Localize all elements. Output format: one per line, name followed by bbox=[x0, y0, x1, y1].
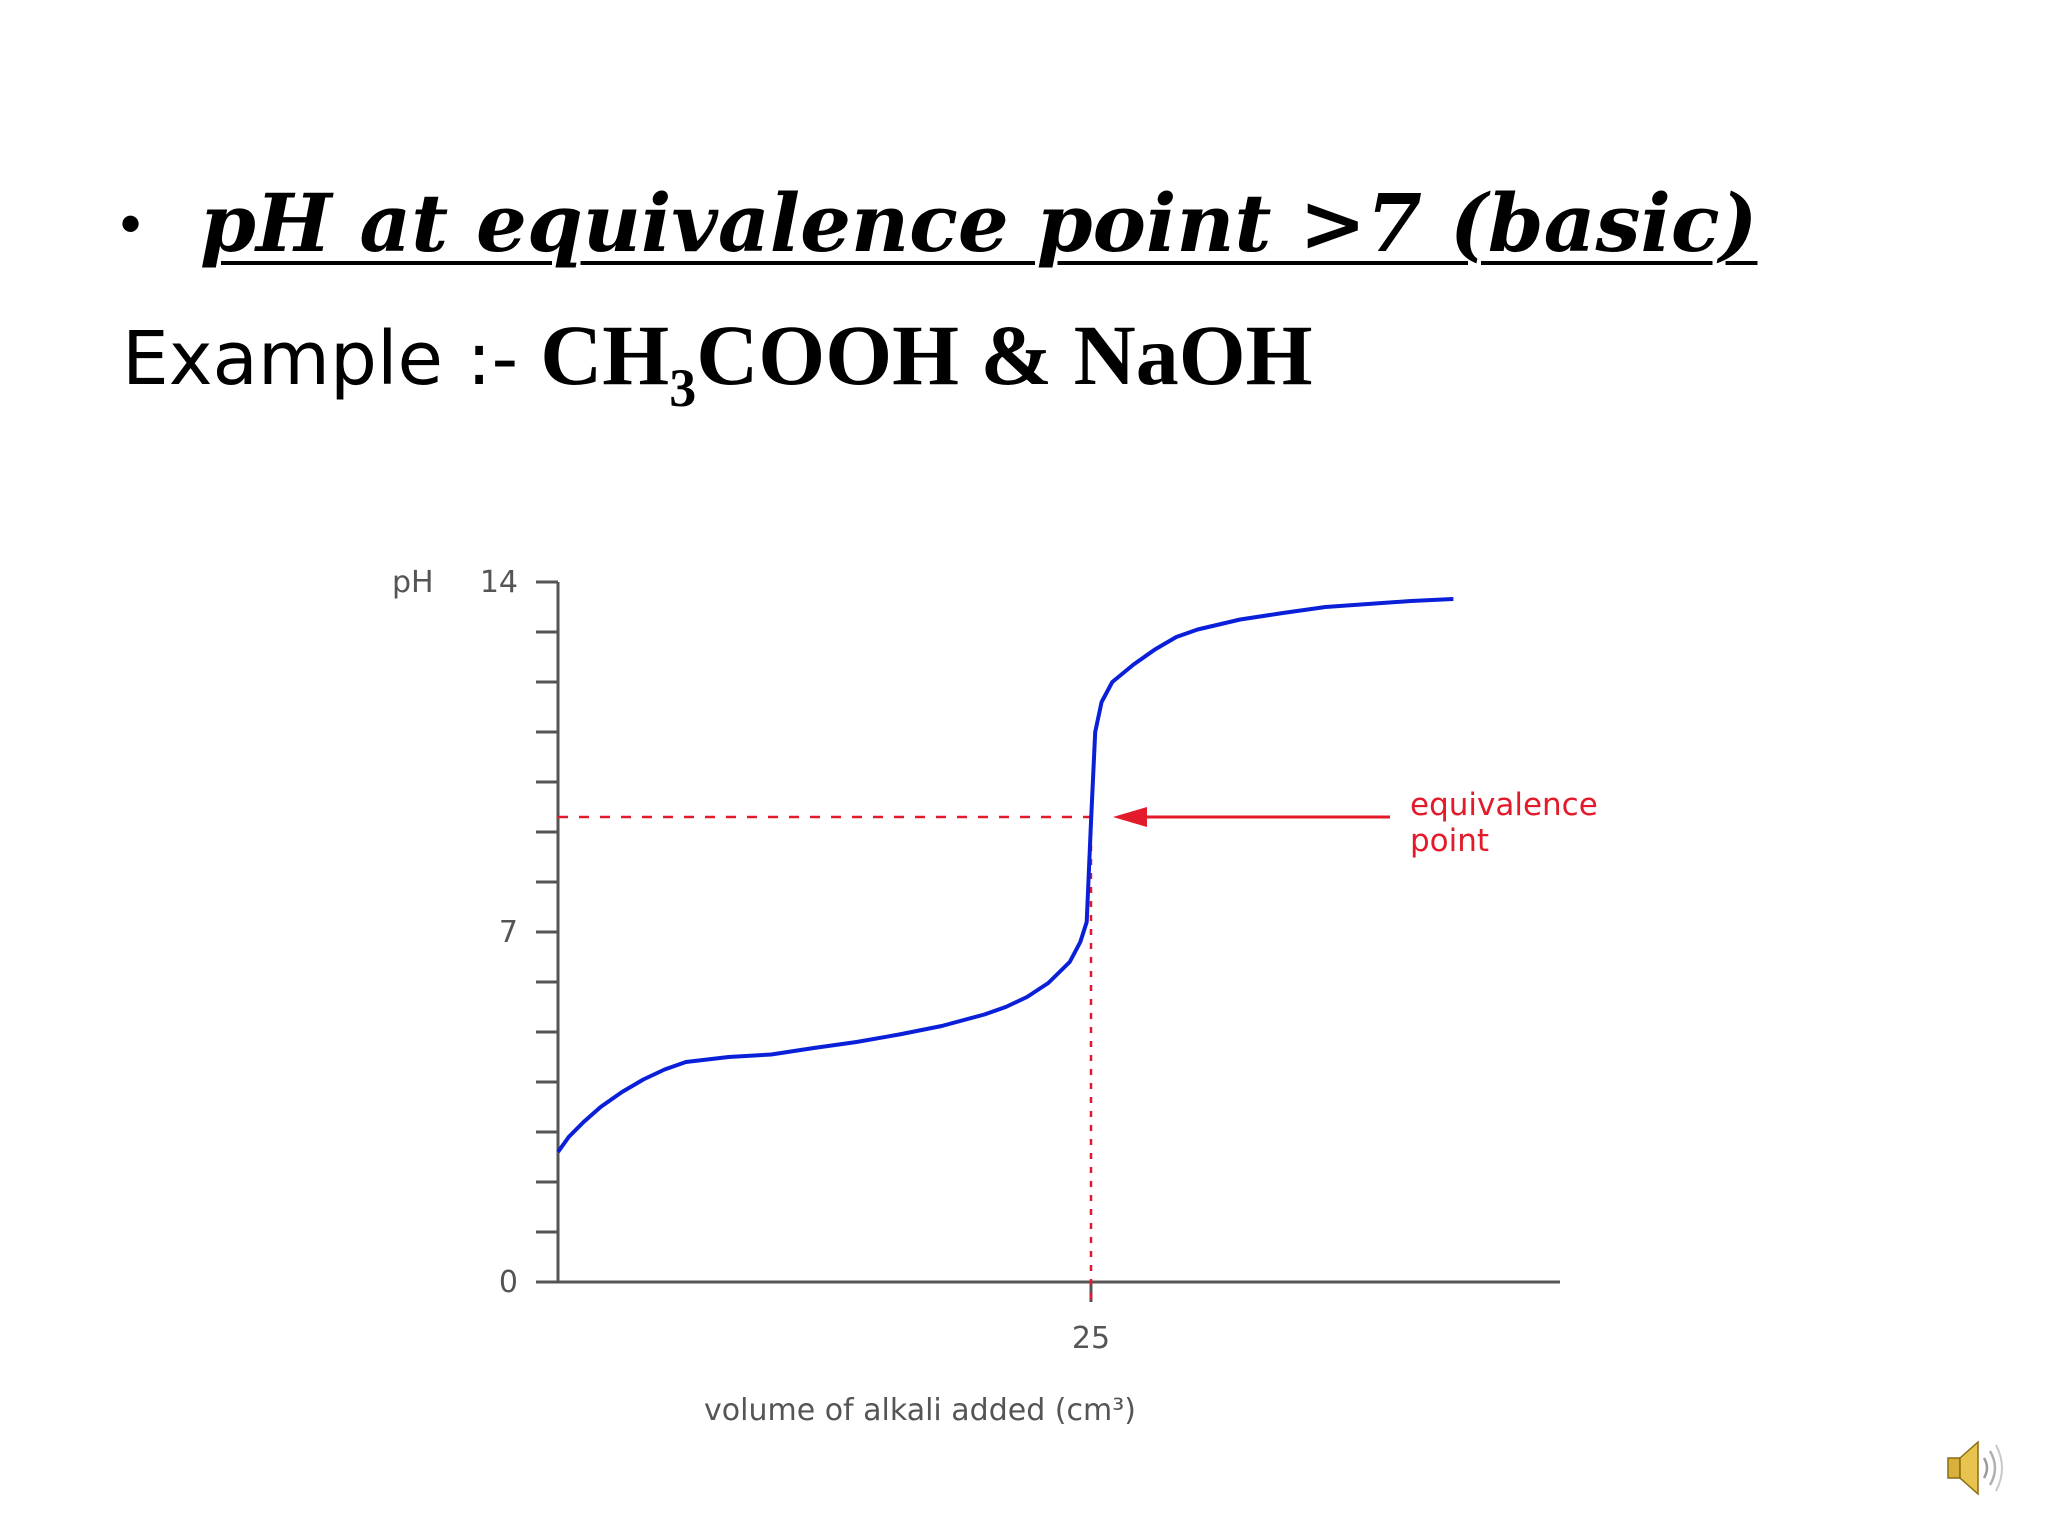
chemical-formula: CH3COOH & NaOH bbox=[540, 305, 1313, 418]
y-tick-label: 7 bbox=[499, 915, 518, 950]
guide-layer bbox=[558, 815, 1093, 1300]
titration-chart: 14 7 0 25 equivalence point pH volume of alk… bbox=[380, 540, 1640, 1445]
y-axis-label: pH bbox=[392, 565, 434, 600]
y-tick-label: 0 bbox=[499, 1265, 518, 1300]
speaker-icon[interactable] bbox=[1946, 1436, 2008, 1500]
formula-subscript: 3 bbox=[669, 358, 697, 418]
series-layer bbox=[556, 597, 1454, 1154]
example-label: Example :- bbox=[122, 316, 519, 402]
annotation-arrowhead bbox=[1112, 807, 1147, 827]
formula-part1: CH bbox=[540, 307, 670, 403]
x-axis-label: volume of alkali added (cm³) bbox=[704, 1393, 1136, 1428]
titration-curve bbox=[556, 597, 1454, 1154]
annotation-label-line: point bbox=[1410, 823, 1489, 859]
speaker-icon-svg bbox=[1947, 1440, 2003, 1496]
x-tick-label: 25 bbox=[1072, 1321, 1110, 1356]
bullet-line: • pH at equivalence point >7 (basic) bbox=[120, 168, 1757, 278]
bullet-dot: • bbox=[120, 189, 142, 257]
example-line: Example :- CH3COOH & NaOH bbox=[122, 305, 1313, 418]
formula-part2: COOH & NaOH bbox=[696, 307, 1313, 403]
axes-layer: 14 7 0 25 bbox=[480, 565, 1560, 1356]
annotation-label-line: equivalence bbox=[1410, 787, 1598, 823]
slide-heading: pH at equivalence point >7 (basic) bbox=[200, 176, 1758, 270]
y-tick-label: 14 bbox=[480, 565, 518, 600]
